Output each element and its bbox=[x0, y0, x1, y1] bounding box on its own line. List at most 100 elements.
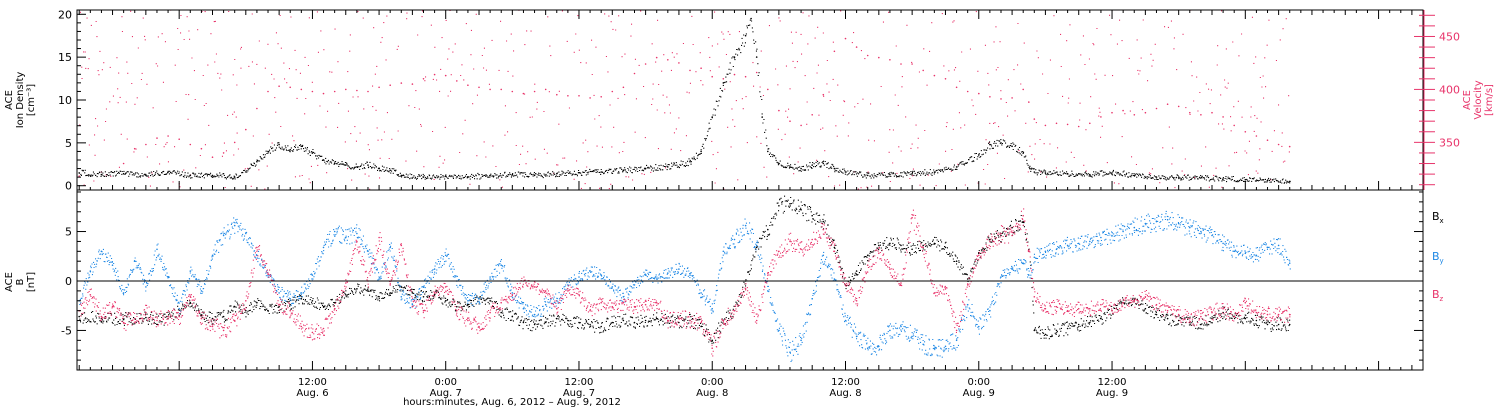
series-Bz-point-39 bbox=[511, 294, 514, 296]
series-density-point-36 bbox=[711, 116, 713, 118]
series-density-point-51 bbox=[866, 174, 869, 177]
series-velocity-point-26 bbox=[389, 84, 392, 86]
series-By-point-45 bbox=[578, 276, 580, 278]
series-By-point-13 bbox=[222, 234, 225, 237]
series-velocity-point-106 bbox=[1266, 139, 1269, 141]
series-Bz-point-3 bbox=[111, 305, 114, 308]
series-By-point-60 bbox=[744, 224, 747, 227]
series-By-point-89 bbox=[1055, 248, 1058, 251]
series-Bz-point-65 bbox=[800, 248, 802, 251]
series-Bx-point-95 bbox=[1177, 319, 1180, 322]
series-velocity-point-93 bbox=[1122, 109, 1124, 112]
series-Bx-point-3 bbox=[145, 316, 147, 319]
series-Bx-point-47 bbox=[655, 317, 658, 320]
series-density-point-7 bbox=[233, 176, 236, 178]
series-Bx-point-32 bbox=[489, 300, 491, 302]
b-axis-title-line: ACE bbox=[4, 272, 15, 292]
series-Bx-point-25 bbox=[411, 292, 414, 294]
series-density-point-4 bbox=[167, 171, 169, 173]
series-By-point-39 bbox=[511, 292, 514, 294]
series-density-point-44 bbox=[778, 162, 780, 165]
series-By-point-96 bbox=[1133, 226, 1136, 229]
series-Bx-point-57 bbox=[767, 228, 769, 231]
series-velocity-point-28 bbox=[411, 83, 414, 85]
series-By-point-20 bbox=[300, 292, 303, 294]
series-By-point-22 bbox=[322, 246, 325, 249]
series-Bx-point-62 bbox=[822, 220, 825, 223]
series-velocity-point-11 bbox=[222, 152, 225, 154]
series-velocity-point-78 bbox=[966, 90, 969, 93]
series-Bx-point-61 bbox=[811, 214, 813, 217]
series-density-point-23 bbox=[444, 175, 447, 178]
series-density-point-49 bbox=[833, 167, 836, 170]
series-By-point-25 bbox=[356, 232, 358, 235]
series-By-point-69 bbox=[844, 319, 847, 322]
series-Bz-point-68 bbox=[833, 250, 836, 253]
series-By-point-73 bbox=[889, 329, 891, 332]
series-velocity-point-33 bbox=[467, 84, 469, 86]
series-Bx-point-27 bbox=[433, 294, 436, 296]
series-Bz-point-94 bbox=[1111, 309, 1113, 312]
series-Bx-point-10 bbox=[245, 309, 247, 312]
series-Bz-point-6 bbox=[145, 311, 147, 314]
series-density-point-53 bbox=[911, 172, 913, 175]
series-density-point-5 bbox=[189, 174, 192, 177]
series-By-point-102 bbox=[1200, 230, 1202, 233]
series-Bz-point-77 bbox=[933, 292, 936, 294]
series-Bz-point-15 bbox=[245, 300, 247, 302]
series-Bx-points bbox=[79, 195, 1291, 344]
series-Bz-point-97 bbox=[1144, 296, 1147, 298]
series-Bz-point-53 bbox=[667, 319, 669, 322]
series-Bz-point-19 bbox=[289, 309, 292, 312]
series-Bz-point-89 bbox=[1055, 305, 1058, 308]
series-Bx-point-42 bbox=[600, 325, 602, 328]
density-tick-label: 10 bbox=[58, 94, 72, 107]
series-Bz-point-12 bbox=[211, 325, 214, 328]
series-By-point-79 bbox=[955, 339, 958, 342]
series-density-point-38 bbox=[733, 56, 736, 58]
series-Bx-point-20 bbox=[356, 288, 358, 290]
series-density-point-47 bbox=[811, 164, 813, 166]
series-Bz-point-38 bbox=[500, 301, 503, 304]
density-axis-title-line: [cm⁻³] bbox=[26, 84, 37, 116]
series-density-point-66 bbox=[1111, 172, 1113, 174]
series-Bx-point-58 bbox=[778, 205, 780, 207]
series-Bz-point-28 bbox=[389, 284, 392, 286]
series-velocity-point-92 bbox=[1111, 111, 1113, 114]
series-Bz-point-79 bbox=[955, 329, 958, 332]
series-Bz-point-5 bbox=[133, 317, 136, 320]
series-velocity-point-69 bbox=[866, 54, 869, 57]
series-velocity-point-61 bbox=[778, 109, 780, 112]
series-density-point-37 bbox=[722, 82, 725, 84]
series-velocity-point-84 bbox=[1028, 101, 1030, 103]
series-Bx-point-0 bbox=[78, 315, 80, 318]
series-density-point-68 bbox=[1155, 176, 1158, 178]
series-Bz-point-76 bbox=[922, 246, 924, 249]
series-By-point-42 bbox=[544, 303, 547, 306]
series-Bx-point-34 bbox=[511, 315, 514, 318]
series-Bz-point-85 bbox=[1022, 214, 1024, 217]
series-Bz-point-58 bbox=[722, 319, 725, 322]
series-velocity-point-100 bbox=[1200, 114, 1202, 116]
series-Bz-point-16 bbox=[256, 246, 258, 249]
series-velocity-point-63 bbox=[800, 124, 802, 127]
series-velocity-point-39 bbox=[533, 90, 536, 93]
series-density-point-31 bbox=[622, 169, 625, 172]
series-density-point-42 bbox=[761, 116, 763, 118]
series-density-point-48 bbox=[822, 162, 825, 165]
series-Bz bbox=[78, 208, 1291, 357]
series-density-point-67 bbox=[1133, 174, 1136, 177]
x-tick-date-4: Aug. 8 bbox=[829, 388, 861, 399]
series-Bz-point-37 bbox=[489, 311, 491, 314]
series-velocity-point-51 bbox=[667, 59, 669, 61]
velocity-tick-label: 400 bbox=[1439, 83, 1460, 96]
x-tick-time-3: 0:00 bbox=[701, 377, 723, 388]
series-Bz-point-45 bbox=[578, 294, 580, 296]
series-density-point-14 bbox=[322, 159, 325, 161]
series-Bx-point-15 bbox=[300, 298, 303, 300]
series-velocity-point-68 bbox=[855, 46, 858, 48]
series-By-point-48 bbox=[611, 286, 614, 288]
series-Bx-point-65 bbox=[855, 270, 858, 272]
legend-Bx: Bx bbox=[1432, 210, 1444, 225]
series-Bx-point-71 bbox=[922, 244, 924, 247]
